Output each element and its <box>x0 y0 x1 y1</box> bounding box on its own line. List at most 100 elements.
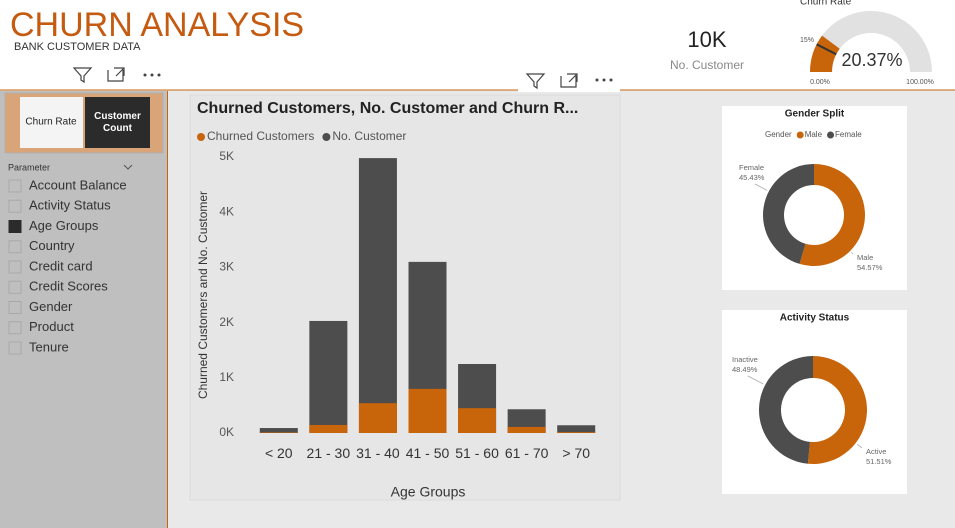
y-tick-label: 3K <box>219 260 234 274</box>
x-tick-label: 61 - 70 <box>504 445 549 461</box>
legend-label: Churned Customers <box>207 129 314 143</box>
bar <box>358 403 397 433</box>
gauge-max: 100.00% <box>906 79 934 86</box>
legend-label: Male <box>805 130 823 139</box>
slice-value: 48.49% <box>732 365 758 374</box>
checkbox[interactable] <box>8 341 22 355</box>
bar <box>408 388 447 433</box>
donut-card <box>722 310 907 494</box>
gauge-title: Churn Rate <box>800 0 852 8</box>
gauge-target <box>816 43 837 56</box>
bar <box>309 320 348 433</box>
slice-value: 45.43% <box>739 173 765 182</box>
visual-toolbar <box>525 73 613 90</box>
legend-title: Gender <box>765 130 792 139</box>
slicer-item: Country <box>29 238 75 253</box>
leader-line <box>857 444 863 449</box>
slicer-item: Tenure <box>29 339 69 354</box>
more-icon[interactable] <box>143 73 161 77</box>
bar <box>259 432 298 433</box>
button-label: Customer Count <box>94 110 141 134</box>
leader-line <box>747 375 764 385</box>
y-tick-label: 5K <box>219 149 234 163</box>
slice-value: 51.51% <box>866 457 892 466</box>
leader-line <box>851 252 854 255</box>
legend-label: Female <box>835 130 862 139</box>
checkbox[interactable] <box>8 260 22 274</box>
bar-card <box>189 94 621 501</box>
slice-label: Male <box>857 253 873 262</box>
chart-title: Churned Customers, No. Customer and Chur… <box>197 100 578 117</box>
more-icon[interactable] <box>595 78 613 82</box>
donut-slice <box>763 164 814 264</box>
slicer-title: Parameter <box>8 162 50 172</box>
slice-label: Active <box>866 447 886 456</box>
focus-icon[interactable] <box>560 73 578 88</box>
legend-swatch <box>796 131 804 139</box>
checkbox[interactable] <box>8 301 22 314</box>
donut-slice <box>799 164 866 266</box>
leader-line <box>754 183 768 191</box>
y-tick-label: 1K <box>219 370 234 384</box>
y-tick-label: 2K <box>219 315 234 329</box>
gauge-value: 20.37% <box>841 50 902 70</box>
left-panel <box>0 91 167 528</box>
filter-icon[interactable] <box>72 67 93 84</box>
kpi-value: 10K <box>687 27 726 52</box>
legend-swatch <box>827 131 835 139</box>
slicer-item: Activity Status <box>29 198 111 213</box>
button[interactable] <box>85 97 150 148</box>
checkbox[interactable] <box>8 199 22 213</box>
checkbox[interactable] <box>8 321 22 335</box>
bar <box>458 408 497 433</box>
slicer-item: Age Groups <box>29 218 99 233</box>
page-subtitle: BANK CUSTOMER DATA <box>14 41 141 53</box>
donut-title: Activity Status <box>780 313 850 324</box>
bar <box>309 424 348 433</box>
page-title: CHURN ANALYSIS <box>10 6 304 44</box>
bar <box>358 158 397 433</box>
donut-title: Gender Split <box>785 109 845 120</box>
slice-label: Female <box>739 163 764 172</box>
x-tick-label: 31 - 40 <box>356 445 400 461</box>
slicer-item: Credit card <box>29 258 93 273</box>
bar <box>557 425 596 433</box>
y-tick-label: 4K <box>219 204 234 218</box>
slicer-item: Gender <box>29 299 73 314</box>
gauge-min: 0.00% <box>810 79 830 86</box>
checkbox[interactable] <box>8 280 22 294</box>
legend-swatch <box>322 133 331 141</box>
donut-slice <box>758 356 813 464</box>
slicer-item: Credit Scores <box>29 279 108 294</box>
y-tick-label: 0K <box>219 425 234 439</box>
x-tick-label: 51 - 60 <box>455 445 499 461</box>
filter-icon[interactable] <box>525 73 546 90</box>
legend-swatch <box>197 133 205 141</box>
x-tick-label: 21 - 30 <box>306 445 351 461</box>
bar <box>507 426 546 433</box>
slicer-item: Account Balance <box>29 177 127 192</box>
gauge-target-label: 15% <box>800 37 814 44</box>
button-label: Churn Rate <box>25 117 77 128</box>
y-axis-title: Churned Customers and No. Customer <box>196 191 210 399</box>
checkbox[interactable] <box>8 220 22 233</box>
x-tick-label: 41 - 50 <box>405 445 450 461</box>
slicer-chevron[interactable] <box>123 164 133 170</box>
x-tick-label: > 70 <box>562 445 591 461</box>
donut-slice <box>807 356 867 464</box>
slice-value: 54.57% <box>857 263 883 272</box>
legend-label: No. Customer <box>332 129 406 143</box>
x-tick-label: < 20 <box>264 445 293 461</box>
visual-header <box>518 70 620 92</box>
checkbox[interactable] <box>8 240 22 254</box>
checkbox[interactable] <box>8 179 22 193</box>
kpi-label: No. Customer <box>670 58 744 72</box>
gauge-track <box>810 11 932 72</box>
slicer-item: Product <box>29 319 74 334</box>
button[interactable] <box>20 97 83 148</box>
toolbar <box>72 67 161 84</box>
focus-icon[interactable] <box>107 67 125 82</box>
bar <box>557 432 596 433</box>
